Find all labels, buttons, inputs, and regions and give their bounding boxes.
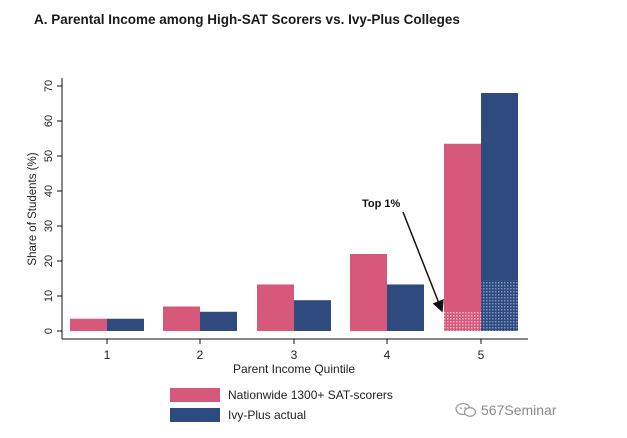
x-tick-label-2: 2	[197, 348, 204, 362]
bar-top1-nationwide	[444, 311, 481, 331]
legend-label-nationwide: Nationwide 1300+ SAT-scorers	[228, 388, 393, 402]
bar-nationwide-q3	[257, 284, 294, 331]
y-tick-label-10: 10	[43, 290, 55, 302]
x-tick-label-4: 4	[384, 348, 391, 362]
bar-nationwide-q4	[350, 254, 387, 331]
watermark-text: 567Seminar	[481, 402, 557, 418]
x-tick-label-1: 1	[104, 348, 111, 362]
x-tick-label-3: 3	[291, 348, 298, 362]
y-tick-label-60: 60	[43, 115, 55, 127]
y-tick-label-0: 0	[43, 328, 55, 334]
watermark: 567Seminar	[455, 402, 557, 418]
y-tick-label-50: 50	[43, 150, 55, 162]
y-axis-label: Share of Students (%)	[27, 152, 39, 265]
y-ticks-group: 0 10 20 30 40 50 60 70	[43, 80, 62, 334]
x-ticks-group: 1 2 3 4 5	[104, 339, 485, 362]
bar-ivy-plus-q1	[107, 318, 144, 331]
bar-ivy-plus-q2	[200, 311, 237, 331]
legend-label-ivy-plus: Ivy-Plus actual	[228, 408, 307, 422]
bar-ivy-plus-q3	[294, 300, 331, 331]
x-tick-label-5: 5	[478, 348, 485, 362]
legend-item-ivy-plus: Ivy-Plus actual	[170, 408, 306, 422]
bar-nationwide-q1	[70, 318, 107, 331]
top1-annotation-label: Top 1%	[362, 198, 401, 210]
legend-swatch-ivy-plus	[170, 408, 220, 422]
bar-nationwide-q2	[163, 306, 200, 331]
bars-group	[70, 93, 518, 331]
bar-top1-ivy-plus	[481, 280, 518, 331]
y-tick-label-70: 70	[43, 80, 55, 92]
x-axis-label: Parent Income Quintile	[233, 362, 355, 376]
y-tick-label-40: 40	[43, 185, 55, 197]
wechat-icon	[455, 402, 477, 417]
top1-annotation-arrow	[402, 211, 444, 313]
legend-item-nationwide: Nationwide 1300+ SAT-scorers	[170, 388, 393, 402]
y-tick-label-20: 20	[43, 255, 55, 267]
legend-swatch-nationwide	[170, 388, 220, 402]
bar-ivy-plus-q4	[387, 284, 424, 331]
bar-nationwide-q5	[444, 143, 481, 331]
chart-title: A. Parental Income among High-SAT Scorer…	[34, 12, 460, 27]
y-tick-label-30: 30	[43, 220, 55, 232]
